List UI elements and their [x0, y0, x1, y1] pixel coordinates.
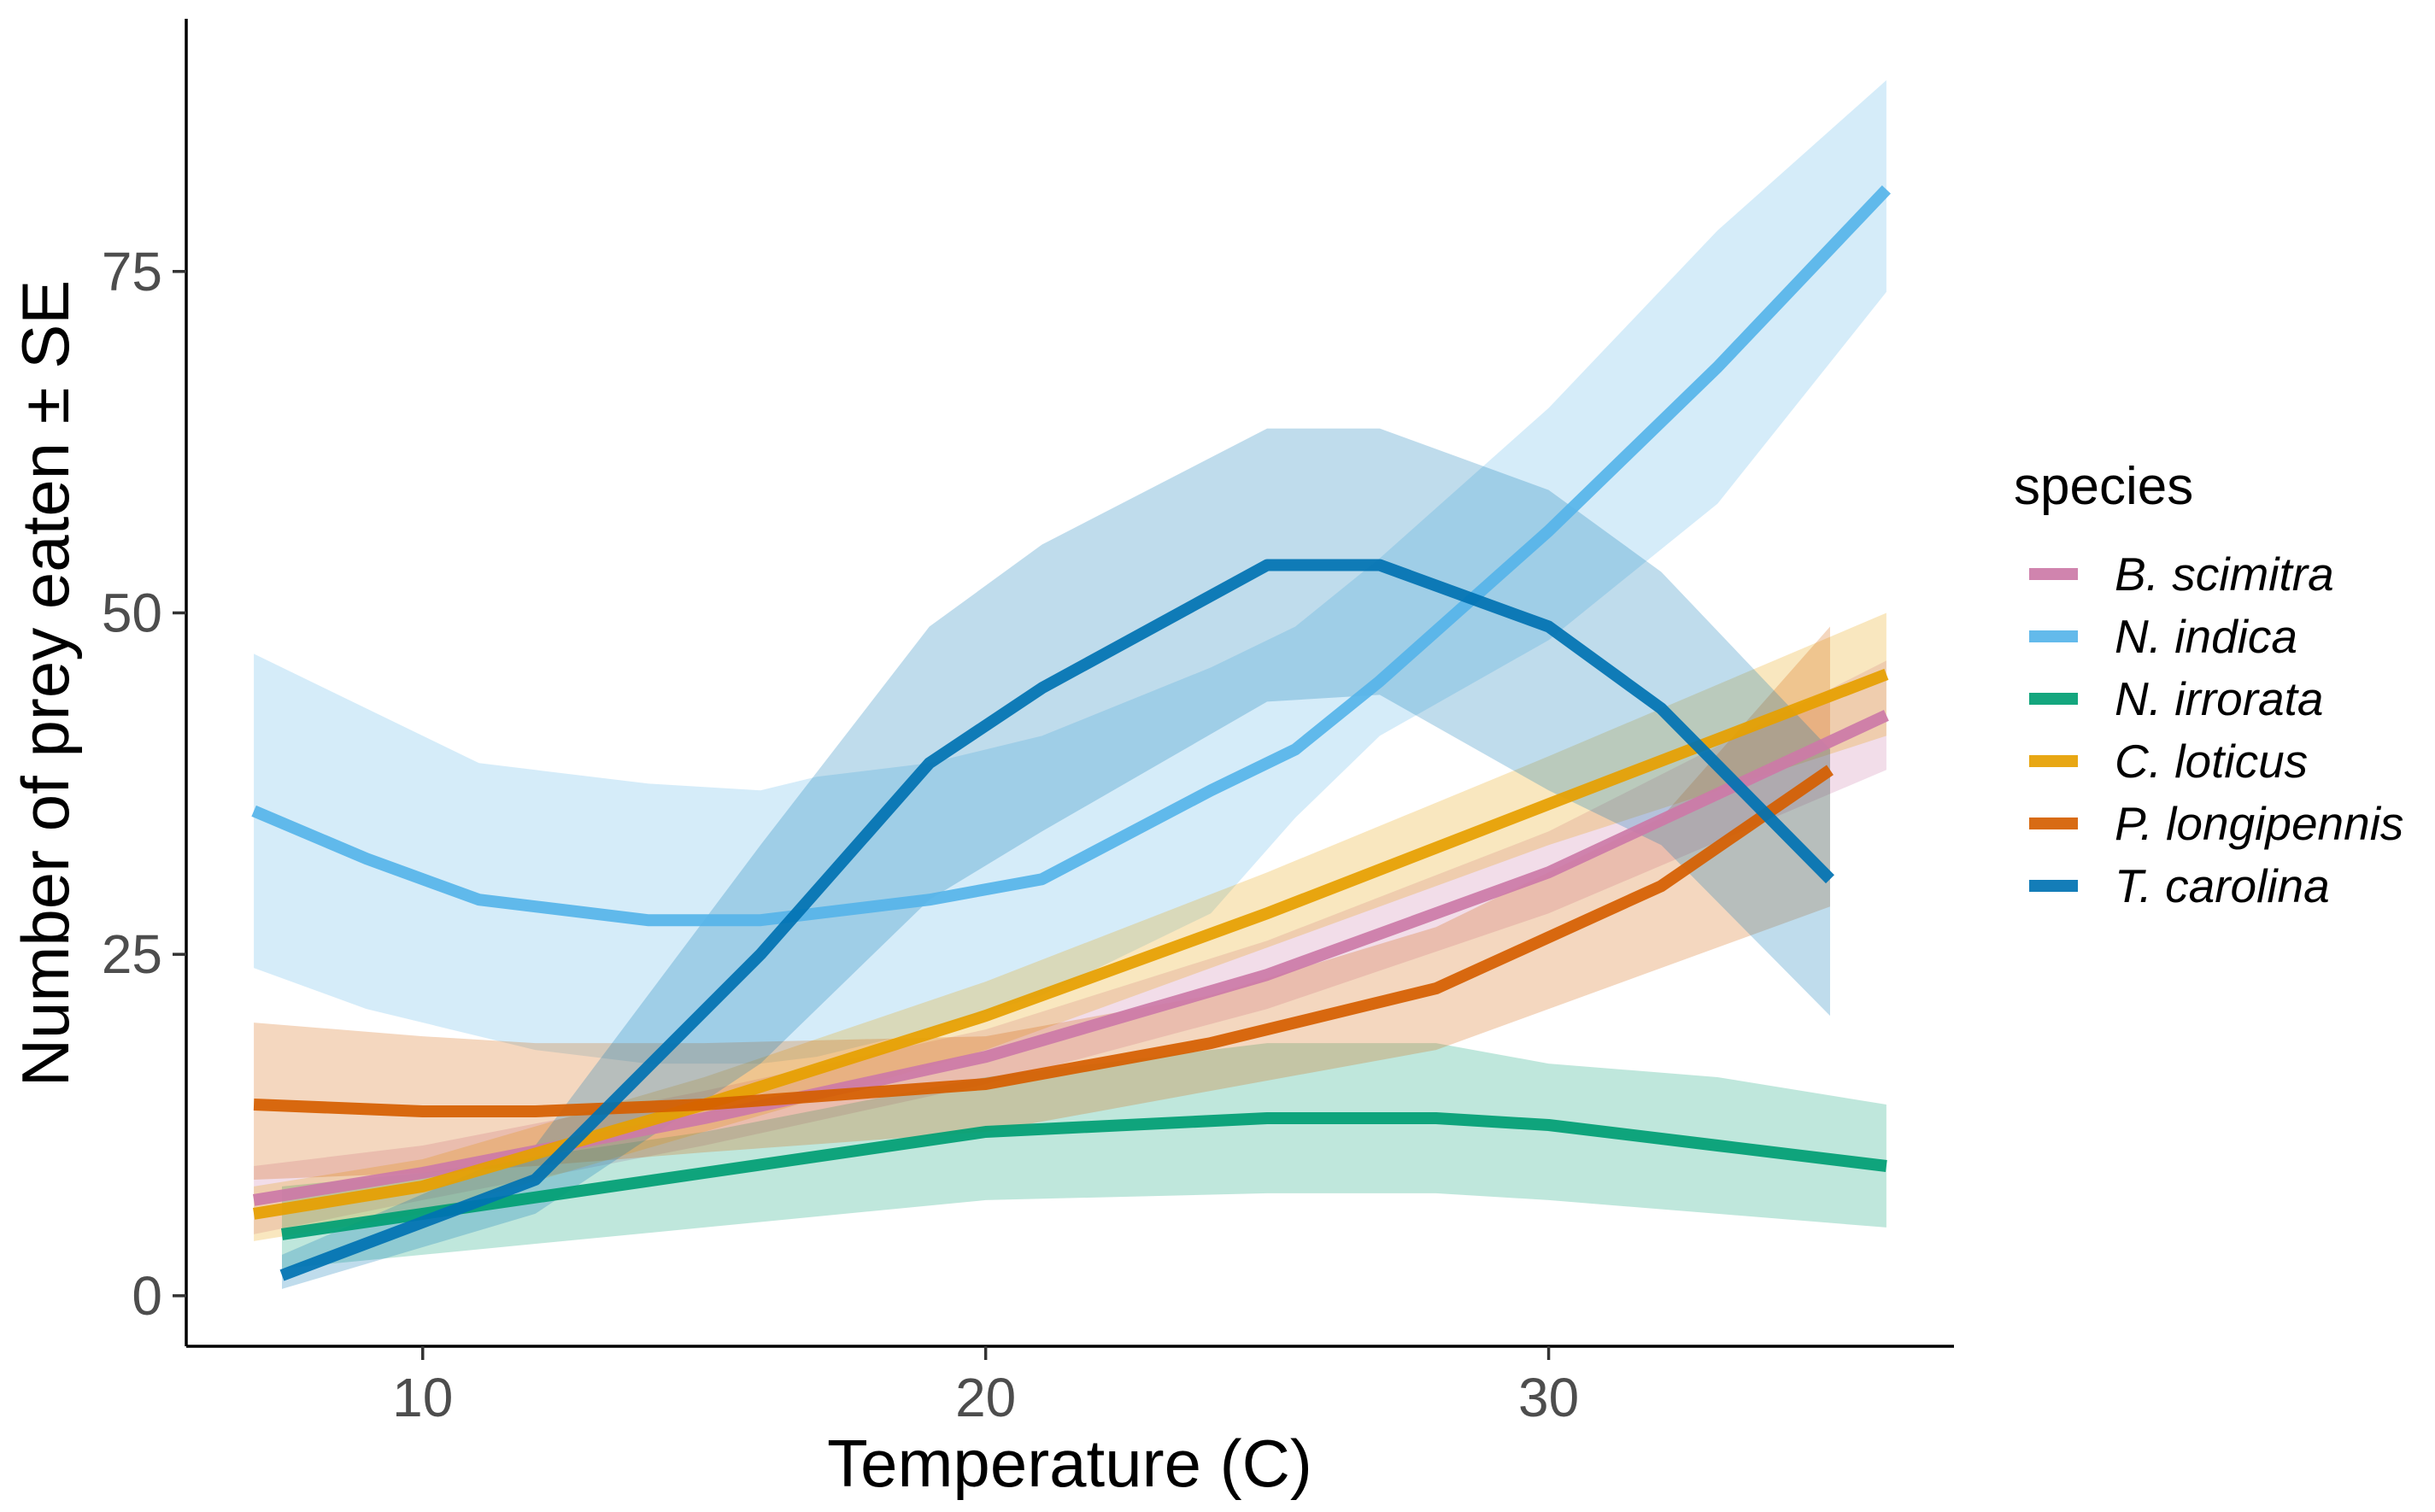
line-c-loticus	[252, 668, 1889, 1220]
y-tick-label: 75	[102, 241, 162, 302]
legend-label-b-scimitra: B. scimitra	[2115, 548, 2334, 601]
y-tick-label: 0	[132, 1265, 162, 1327]
legend-label-n-indica: N. indica	[2115, 610, 2297, 663]
x-tick-label: 20	[955, 1367, 1016, 1428]
line-n-indica	[251, 185, 1891, 927]
x-tick-label: 30	[1518, 1367, 1579, 1428]
line-n-irrorata	[280, 1112, 1887, 1240]
y-tick-label: 50	[102, 582, 162, 643]
legend-label-p-longipennis: P. longipennis	[2115, 797, 2403, 850]
line-p-longipennis	[253, 765, 1834, 1117]
band-n-irrorata	[282, 1043, 1886, 1269]
legend-label-c-loticus: C. loticus	[2115, 735, 2308, 788]
legend-label-t-carolina: T. carolina	[2115, 859, 2330, 912]
band-t-carolina	[282, 428, 1830, 1289]
legend-title: species	[2014, 457, 2193, 516]
line-t-carolina	[279, 559, 1834, 1281]
y-axis-ticks: 0 25 50 75	[102, 241, 186, 1327]
x-axis-ticks: 10 20 30	[392, 1346, 1579, 1428]
series-lines	[251, 185, 1891, 1281]
legend: species B. scimitra N. indica N. irrorata C…	[2014, 457, 2403, 912]
y-axis-title: Number of prey eaten ± SE	[8, 280, 83, 1087]
legend-label-n-irrorata: N. irrorata	[2115, 672, 2324, 725]
x-axis-title: Temperature (C)	[827, 1426, 1312, 1501]
axes	[185, 19, 1954, 1348]
x-tick-label: 10	[392, 1367, 453, 1428]
band-p-longipennis	[254, 626, 1831, 1180]
y-tick-label: 25	[102, 923, 162, 985]
line-b-scimitra	[252, 710, 1889, 1206]
band-n-indica	[254, 79, 1886, 1064]
